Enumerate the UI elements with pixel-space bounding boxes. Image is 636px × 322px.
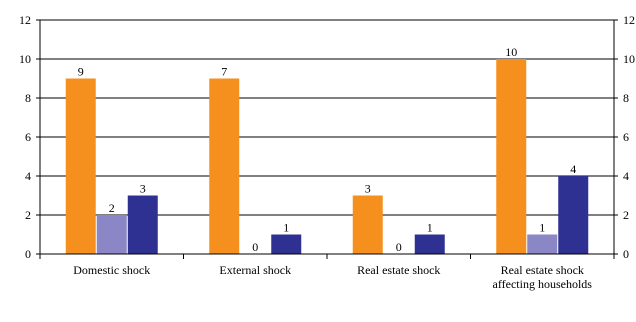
secondary-y-tick-label: 8 [623, 91, 629, 105]
bar [65, 78, 96, 254]
axes [36, 19, 618, 259]
category-label-line: affecting households [493, 277, 593, 291]
data-label: 4 [570, 162, 576, 176]
bar [352, 195, 383, 254]
data-label: 3 [140, 182, 146, 196]
secondary-y-tick-label: 4 [623, 169, 629, 183]
bar [558, 176, 589, 254]
category-label: Real estate shock [357, 263, 440, 277]
data-label: 0 [252, 240, 258, 254]
category-label: External shock [219, 263, 291, 277]
category-label-line: Real estate shock [501, 263, 584, 277]
y-axis-ticks: 0 2 4 6 8 10 12 [19, 13, 31, 261]
category-label: Real estate shock affecting households [493, 263, 593, 291]
bar [209, 78, 240, 254]
y-tick-label: 8 [25, 91, 31, 105]
secondary-y-tick-label: 2 [623, 208, 629, 222]
data-labels: 9 2 3 7 0 1 3 0 1 10 1 4 [78, 45, 577, 254]
bar [96, 215, 127, 254]
category-label-line: External shock [219, 263, 291, 277]
bar [527, 234, 558, 254]
data-label: 0 [396, 240, 402, 254]
bar [271, 234, 302, 254]
data-label: 7 [221, 65, 227, 79]
category-label-line: Real estate shock [357, 263, 440, 277]
bar [414, 234, 445, 254]
category-label: Domestic shock [73, 263, 150, 277]
data-label: 9 [78, 65, 84, 79]
secondary-y-axis-ticks: 0 2 4 6 8 10 12 [623, 13, 635, 261]
secondary-y-tick-label: 12 [623, 13, 635, 27]
data-label: 3 [365, 182, 371, 196]
category-labels: Domestic shock External shock Real estate … [73, 263, 592, 291]
data-label: 1 [427, 221, 433, 235]
secondary-y-tick-label: 0 [623, 247, 629, 261]
y-tick-label: 6 [25, 130, 31, 144]
data-label: 2 [109, 201, 115, 215]
data-label: 1 [539, 221, 545, 235]
gridlines [40, 19, 614, 216]
data-label: 10 [505, 45, 517, 59]
bar [127, 195, 158, 254]
y-tick-label: 0 [25, 247, 31, 261]
data-label: 1 [283, 221, 289, 235]
y-tick-label: 4 [25, 169, 31, 183]
category-label-line: Domestic shock [73, 263, 150, 277]
secondary-y-tick-label: 10 [623, 52, 635, 66]
secondary-y-tick-label: 6 [623, 130, 629, 144]
y-tick-label: 2 [25, 208, 31, 222]
y-tick-label: 12 [19, 13, 31, 27]
bars [65, 59, 589, 254]
bar [496, 59, 527, 254]
y-tick-label: 10 [19, 52, 31, 66]
